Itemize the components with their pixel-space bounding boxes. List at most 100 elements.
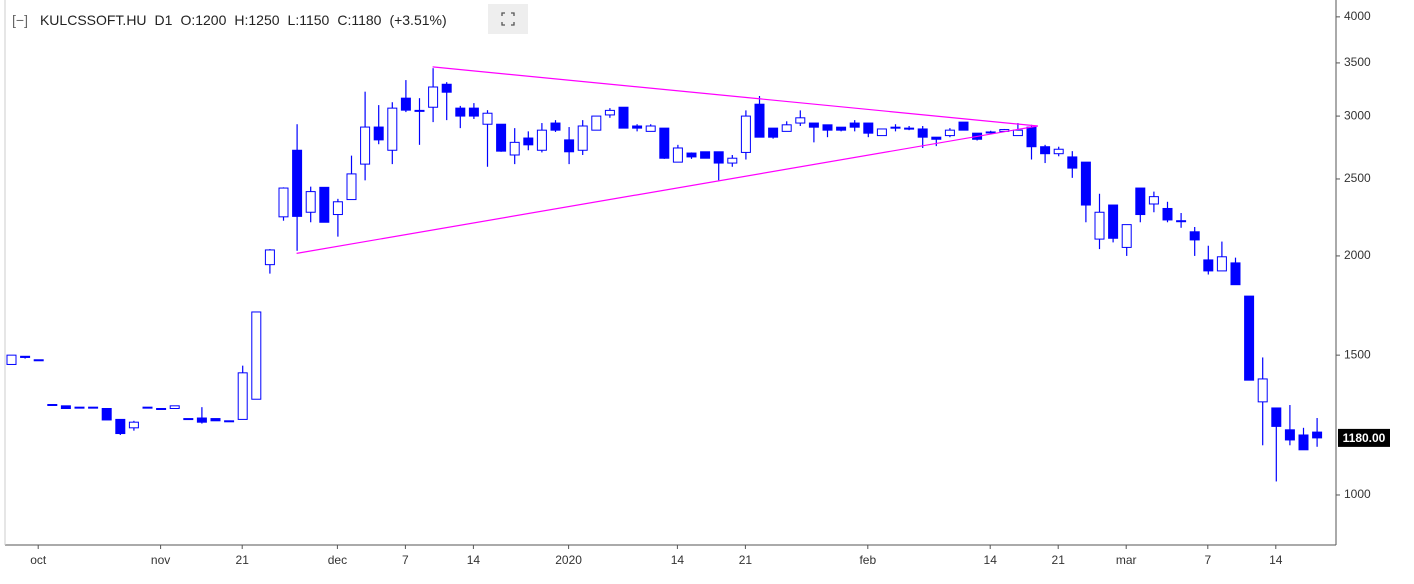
candle-body	[6, 354, 17, 365]
candle-body	[224, 420, 235, 423]
x-tick-label: 14	[671, 553, 685, 567]
candle-body	[985, 131, 996, 134]
header-item: (+3.51%)	[389, 12, 447, 28]
candle-body	[890, 126, 901, 129]
candle-body	[523, 137, 534, 146]
candle-body	[863, 122, 874, 134]
candle-body	[632, 125, 643, 129]
candle-body	[781, 124, 792, 132]
header-item: H:1250	[234, 12, 280, 28]
candle-body	[264, 249, 275, 266]
x-tick-label: 7	[402, 553, 409, 567]
candle-body	[1121, 224, 1132, 248]
candle-body	[237, 372, 248, 420]
candle-body	[1040, 146, 1051, 155]
candle-body	[686, 152, 697, 158]
candle-body	[836, 126, 847, 131]
x-tick-label: 14	[984, 553, 998, 567]
x-tick-label: 14	[1269, 553, 1283, 567]
candle-body	[346, 173, 357, 201]
candle-body	[1176, 220, 1187, 223]
x-tick-label: 14	[467, 553, 481, 567]
candle-body	[1271, 407, 1282, 427]
header: [−] KULCSSOFT.HU D1 O:1200 H:1250 L:1150…	[12, 6, 455, 34]
price-label: 1180.00	[1343, 431, 1386, 445]
candle-body	[128, 421, 139, 429]
candle-body	[727, 157, 738, 164]
x-tick-label: 21	[739, 553, 753, 567]
candle-body	[20, 355, 31, 358]
x-tick-label: dec	[328, 553, 347, 567]
candle-body	[1148, 196, 1159, 205]
x-tick-label: mar	[1116, 553, 1137, 567]
candle-body	[659, 127, 670, 159]
candle-body	[1284, 429, 1295, 441]
candle-body	[278, 187, 289, 218]
header-item: KULCSSOFT.HU	[39, 12, 147, 28]
trendline	[432, 66, 1038, 127]
candle-body	[1230, 262, 1241, 286]
header-item: L:1150	[287, 12, 330, 28]
candle-body	[577, 125, 588, 151]
candle-body	[414, 109, 425, 112]
candle-body	[115, 418, 126, 435]
y-tick-label: 3000	[1344, 108, 1371, 122]
candle-body	[822, 124, 833, 131]
candle-body	[60, 405, 71, 409]
header-item: O:1200	[180, 12, 227, 28]
y-tick-label: 1000	[1344, 487, 1371, 501]
candle-body	[360, 126, 371, 165]
candle-body	[931, 136, 942, 140]
collapse-icon[interactable]: [−]	[12, 12, 28, 28]
candle-body	[441, 83, 452, 93]
candle-body	[876, 128, 887, 137]
candle-body	[1135, 187, 1146, 216]
x-tick-label: 21	[236, 553, 250, 567]
candle-body	[101, 407, 112, 421]
candle-body	[1094, 211, 1105, 240]
x-tick-label: 21	[1052, 553, 1066, 567]
candle-body	[156, 407, 167, 410]
candle-body	[808, 122, 819, 128]
fullscreen-button[interactable]	[488, 4, 528, 34]
candle-body	[47, 403, 58, 406]
candle-body	[1257, 378, 1268, 403]
candle-body	[1298, 434, 1309, 451]
candle-body	[713, 151, 724, 164]
candle-body	[319, 186, 330, 223]
candle-body	[1189, 231, 1200, 241]
candle-body	[1162, 207, 1173, 221]
y-tick-label: 1500	[1344, 347, 1371, 361]
candle-body	[509, 141, 520, 156]
candle-body	[700, 151, 711, 159]
trendline	[296, 125, 1038, 254]
candle-body	[1203, 259, 1214, 272]
y-tick-label: 2500	[1344, 171, 1371, 185]
candle-body	[618, 106, 629, 129]
candle-body	[482, 112, 493, 125]
x-tick-label: feb	[859, 553, 876, 567]
candle-body	[672, 147, 683, 163]
candle-body	[849, 122, 860, 128]
candle-body	[1312, 431, 1323, 439]
candle-body	[958, 121, 969, 131]
candle-body	[1067, 156, 1078, 169]
candle-body	[455, 107, 466, 117]
candle-body	[428, 86, 439, 108]
candle-body	[468, 107, 479, 117]
x-tick-label: 2020	[555, 553, 582, 567]
candle-body	[604, 109, 615, 116]
candle-body	[904, 127, 915, 130]
candle-body	[768, 127, 779, 138]
y-tick-label: 4000	[1344, 9, 1371, 23]
candle-body	[1080, 161, 1091, 206]
header-item: C:1180	[337, 12, 382, 28]
candle-body	[210, 418, 221, 422]
candle-body	[944, 129, 955, 137]
candle-body	[550, 122, 561, 131]
candle-body	[305, 191, 316, 213]
candle-body	[88, 406, 99, 409]
candle-body	[183, 418, 194, 421]
candle-body	[591, 115, 602, 131]
